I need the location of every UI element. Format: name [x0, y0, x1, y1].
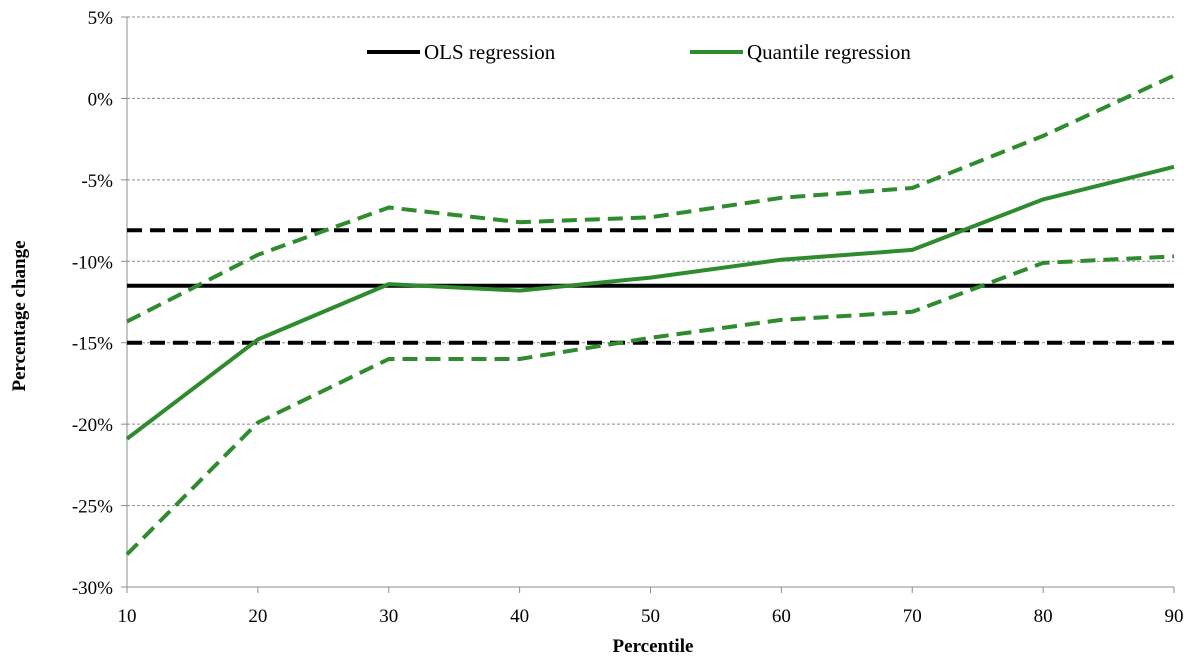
quantile-confidence-band-line: [126, 73, 1175, 324]
legend-label: OLS regression: [424, 40, 556, 64]
x-tick-label: 70: [903, 606, 922, 627]
y-tick-label: 5%: [88, 8, 114, 29]
x-tick-label: 30: [379, 606, 398, 627]
x-tick-label: 80: [1034, 606, 1053, 627]
series-lines: [125, 73, 1175, 556]
x-axis-title: Percentile: [613, 636, 694, 657]
x-tick-label: 40: [510, 606, 529, 627]
legend: OLS regression Quantile regression: [367, 40, 911, 64]
y-tick-label: -20%: [72, 415, 113, 436]
y-tick-label: 0%: [88, 89, 114, 110]
axes: [121, 16, 1175, 593]
y-axis-title: Percentage change: [9, 240, 30, 391]
tick-labels: 5% 0% -5% -10% -15% -20% -25% -30%10 20 30 40 50 60 7…: [72, 8, 1184, 627]
quantile-regression-line: [125, 164, 1175, 441]
y-tick-label: -30%: [72, 578, 113, 599]
y-tick-label: -5%: [81, 171, 113, 192]
y-tick-label: -10%: [72, 252, 113, 273]
legend-label: Quantile regression: [747, 40, 911, 64]
x-tick-label: 90: [1165, 606, 1184, 627]
x-tick-label: 50: [641, 606, 660, 627]
y-tick-label: -25%: [72, 497, 113, 518]
quantile-confidence-band-line: [125, 254, 1175, 556]
gridlines: [127, 16, 1174, 507]
y-tick-label: -15%: [72, 334, 113, 355]
x-tick-label: 60: [772, 606, 791, 627]
x-tick-label: 10: [118, 606, 137, 627]
x-tick-label: 20: [248, 606, 267, 627]
